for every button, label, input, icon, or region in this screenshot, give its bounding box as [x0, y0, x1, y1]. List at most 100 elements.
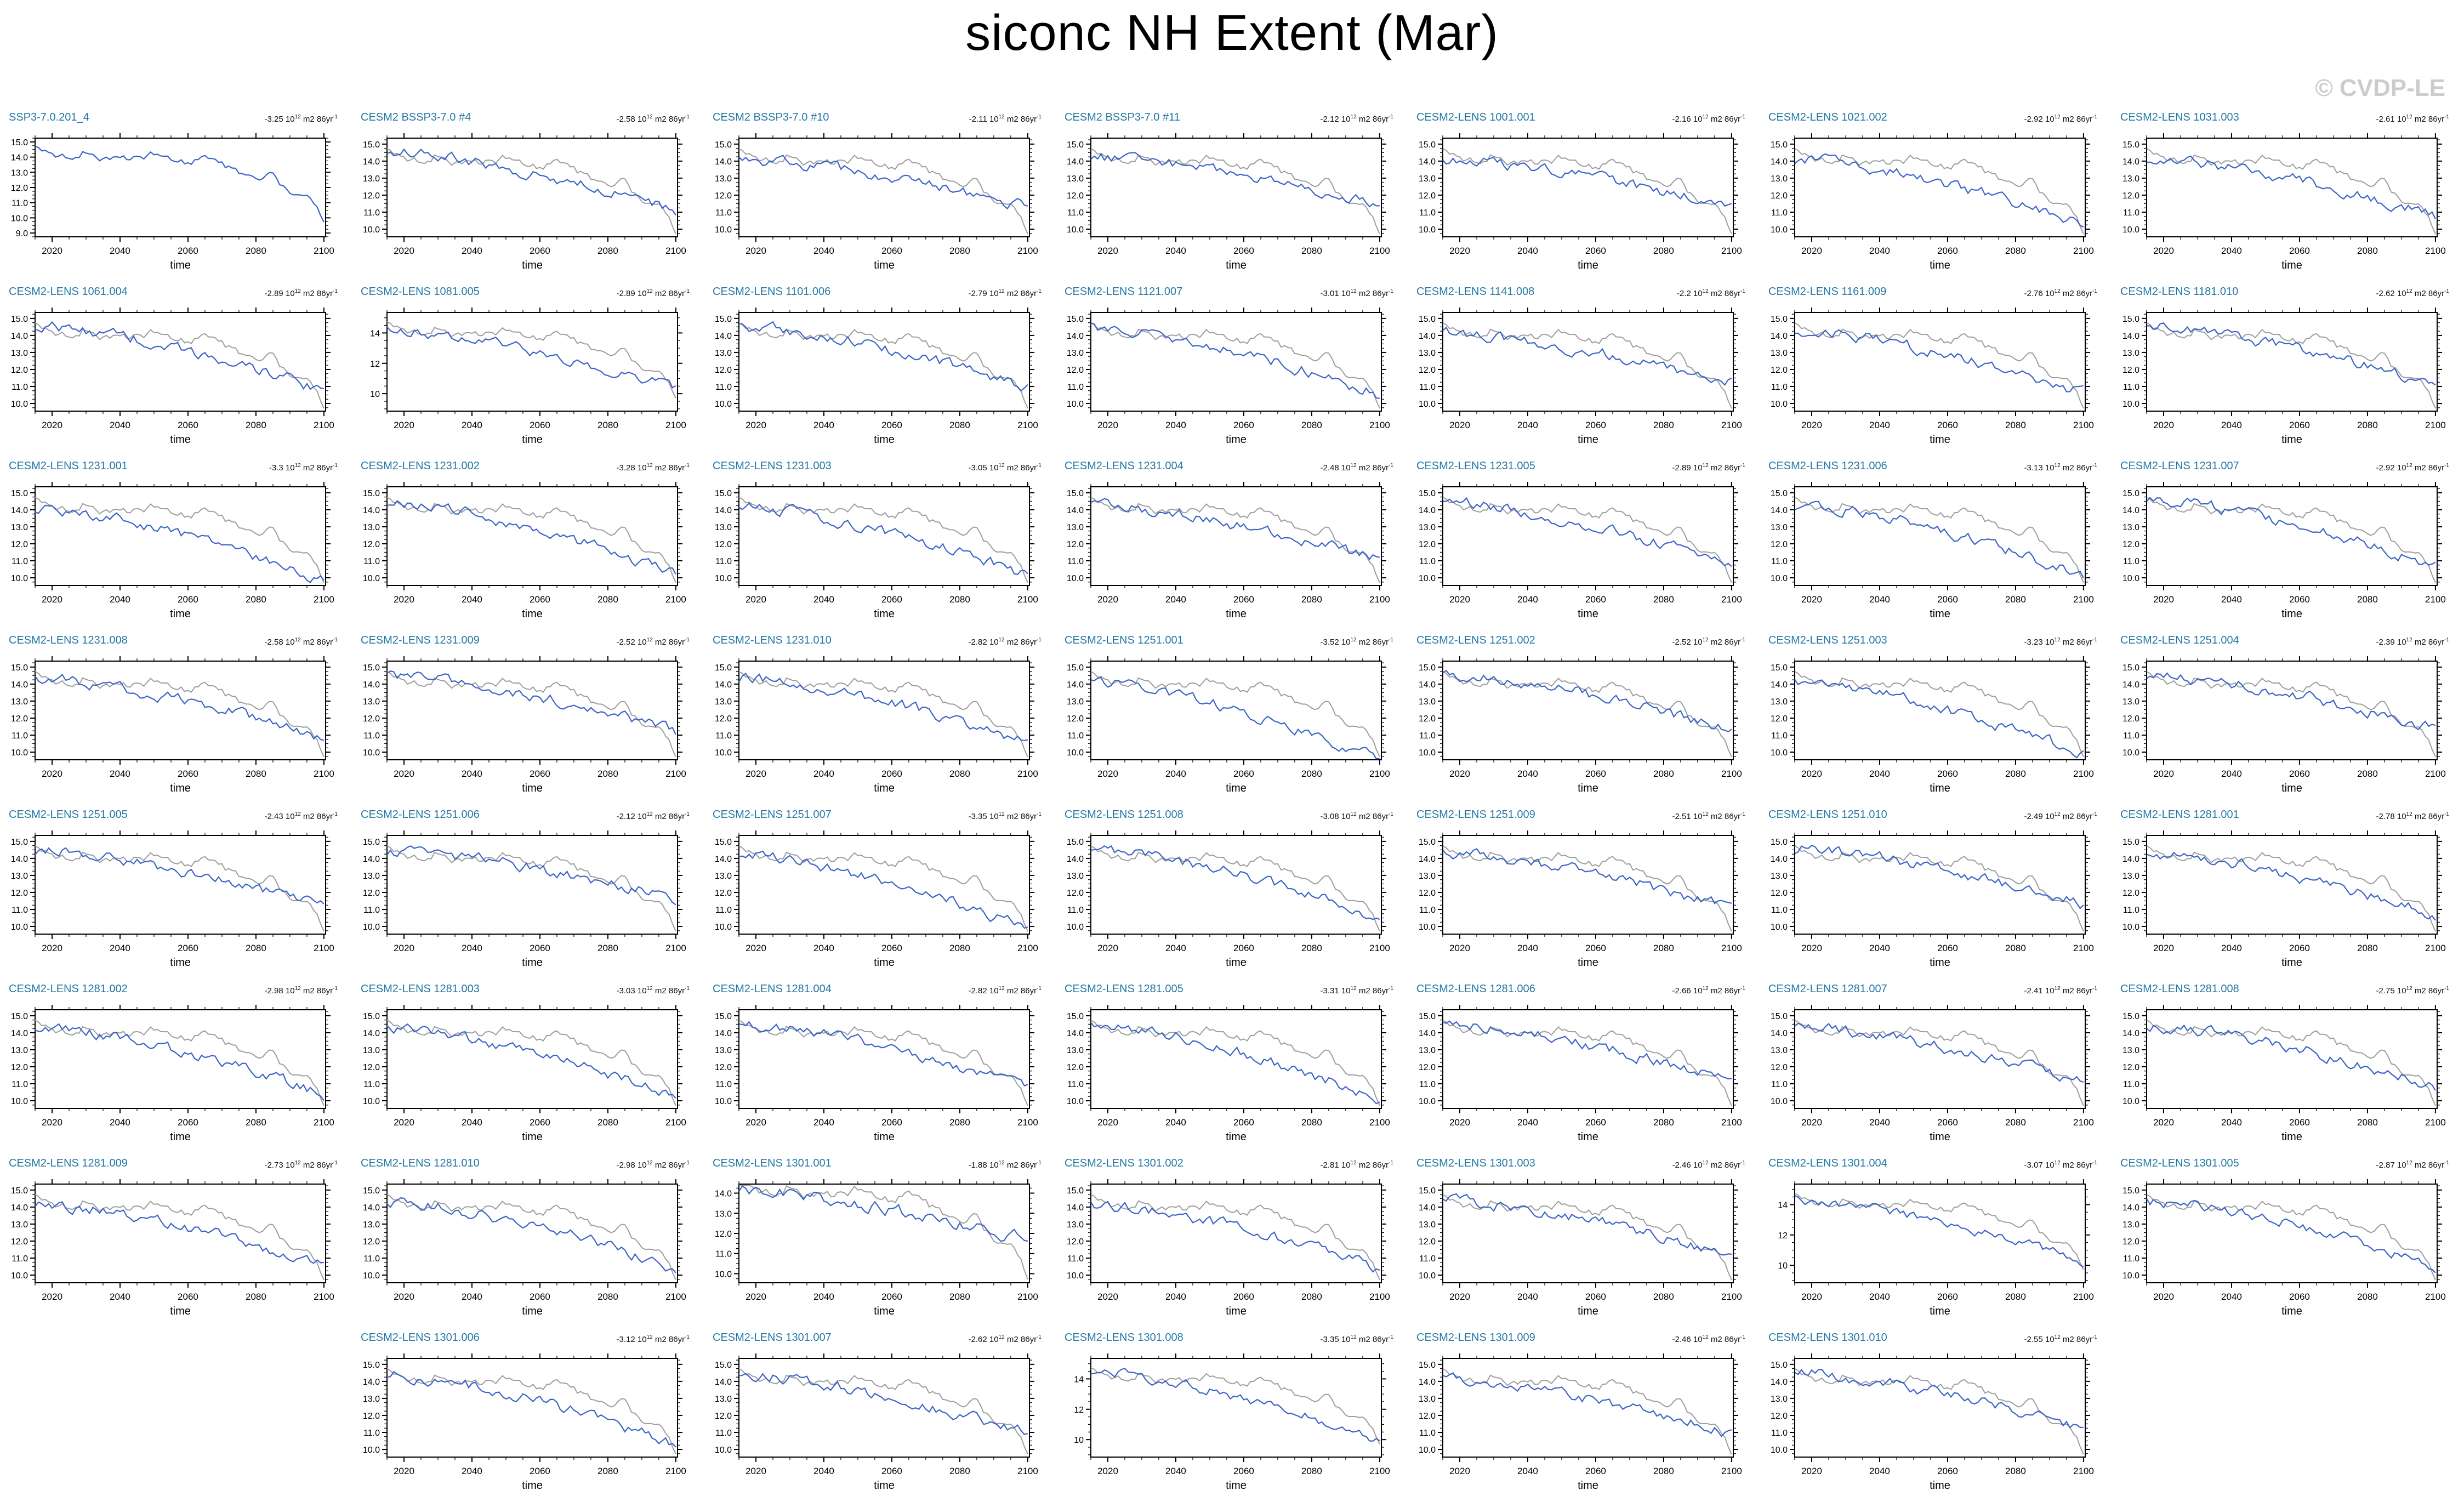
svg-text:12.0: 12.0 — [1419, 366, 1436, 375]
svg-text:2020: 2020 — [746, 420, 766, 430]
svg-text:12.0: 12.0 — [1771, 1063, 1788, 1072]
svg-text:14.0: 14.0 — [1067, 506, 1084, 515]
panel-title: CESM2-LENS 1251.005 — [9, 809, 128, 821]
panel-header: CESM2-LENS 1251.007-3.35 1012 m2 86yr-1 — [713, 807, 1042, 821]
svg-text:15.0: 15.0 — [2122, 315, 2139, 324]
svg-text:2040: 2040 — [110, 1292, 130, 1302]
svg-text:10.0: 10.0 — [11, 574, 28, 583]
svg-text:15.0: 15.0 — [715, 489, 732, 498]
svg-text:2020: 2020 — [42, 594, 62, 605]
panel-title: CESM2-LENS 1301.002 — [1065, 1157, 1183, 1170]
svg-text:14.0: 14.0 — [1771, 332, 1788, 341]
svg-text:2060: 2060 — [178, 1117, 198, 1128]
svg-text:2100: 2100 — [2073, 594, 2094, 605]
svg-text:13.0: 13.0 — [1067, 1220, 1084, 1230]
svg-text:2080: 2080 — [2005, 246, 2026, 256]
svg-text:14.0: 14.0 — [1419, 680, 1436, 690]
trend-value: -2.16 1012 m2 86yr-1 — [1672, 114, 1745, 124]
svg-text:10.0: 10.0 — [363, 574, 380, 583]
trend-value: -2.73 1012 m2 86yr-1 — [265, 1160, 338, 1170]
svg-text:12.0: 12.0 — [11, 1063, 28, 1072]
svg-text:15.0: 15.0 — [1067, 1012, 1084, 1021]
svg-text:12.0: 12.0 — [2122, 366, 2139, 375]
svg-text:2060: 2060 — [1233, 769, 1254, 779]
svg-text:2060: 2060 — [178, 943, 198, 953]
svg-text:15.0: 15.0 — [2122, 489, 2139, 498]
svg-text:13.0: 13.0 — [11, 697, 28, 707]
svg-text:11.0: 11.0 — [2123, 383, 2139, 392]
svg-text:2060: 2060 — [178, 246, 198, 256]
svg-text:14.0: 14.0 — [11, 332, 28, 341]
svg-text:10.0: 10.0 — [1771, 923, 1788, 932]
member-line — [1091, 1022, 1380, 1103]
panel-title: CESM2-LENS 1251.002 — [1416, 634, 1535, 647]
svg-text:2100: 2100 — [1721, 1292, 1742, 1302]
reference-line — [1795, 149, 2084, 234]
reference-line — [2147, 497, 2435, 583]
trend-value: -2.41 1012 m2 86yr-1 — [2024, 986, 2097, 996]
trend-value: -2.89 1012 m2 86yr-1 — [617, 288, 690, 298]
trend-value: -2.89 1012 m2 86yr-1 — [265, 288, 338, 298]
svg-text:10.0: 10.0 — [363, 923, 380, 932]
panel-title: CESM2-LENS 1061.004 — [9, 286, 128, 298]
svg-text:14.0: 14.0 — [715, 157, 732, 167]
svg-text:2040: 2040 — [462, 420, 482, 430]
member-line — [387, 327, 676, 388]
svg-text:10.0: 10.0 — [715, 225, 732, 235]
trend-value: -3.08 1012 m2 86yr-1 — [1321, 811, 1393, 821]
svg-text:2080: 2080 — [2005, 943, 2026, 953]
svg-text:15.0: 15.0 — [2122, 838, 2139, 847]
svg-text:15.0: 15.0 — [1419, 140, 1436, 150]
svg-text:2040: 2040 — [110, 769, 130, 779]
svg-text:14.0: 14.0 — [1419, 1203, 1436, 1213]
svg-text:12.0: 12.0 — [11, 366, 28, 375]
svg-text:2080: 2080 — [1653, 246, 1674, 256]
svg-text:2060: 2060 — [178, 420, 198, 430]
svg-text:10.0: 10.0 — [2122, 400, 2139, 409]
svg-text:2100: 2100 — [1017, 594, 1038, 605]
svg-text:13.0: 13.0 — [363, 872, 380, 881]
panel-title: CESM2 BSSP3-7.0 #4 — [361, 111, 471, 124]
panel-header: CESM2 BSSP3-7.0 #10-2.11 1012 m2 86yr-1 — [713, 110, 1042, 124]
reference-line — [2147, 323, 2435, 408]
svg-text:2060: 2060 — [1585, 1117, 1606, 1128]
page-title: siconc NH Extent (Mar) — [0, 4, 2464, 62]
member-line — [35, 146, 324, 222]
svg-text:11.0: 11.0 — [1419, 1080, 1436, 1089]
reference-line — [1091, 149, 1380, 234]
panel-title: CESM2-LENS 1251.006 — [361, 809, 480, 821]
reference-line — [1091, 1020, 1380, 1106]
svg-text:12.0: 12.0 — [715, 1063, 732, 1072]
svg-text:2040: 2040 — [1517, 1117, 1538, 1128]
member-line — [1795, 680, 2084, 758]
svg-text:2060: 2060 — [1937, 769, 1958, 779]
svg-text:12.0: 12.0 — [1067, 889, 1084, 898]
svg-text:2100: 2100 — [2425, 1117, 2446, 1128]
svg-text:11.0: 11.0 — [1067, 906, 1084, 915]
trend-value: -2.11 1012 m2 86yr-1 — [969, 114, 1042, 124]
svg-text:15.0: 15.0 — [11, 1186, 28, 1196]
svg-text:2100: 2100 — [2073, 420, 2094, 430]
svg-text:2100: 2100 — [2425, 420, 2446, 430]
svg-text:2060: 2060 — [2289, 1117, 2310, 1128]
svg-text:2060: 2060 — [1937, 594, 1958, 605]
svg-text:2100: 2100 — [1017, 420, 1038, 430]
svg-text:2040: 2040 — [110, 943, 130, 953]
svg-text:2080: 2080 — [1301, 594, 1322, 605]
svg-text:2060: 2060 — [881, 246, 902, 256]
svg-text:11.0: 11.0 — [363, 731, 380, 741]
panel-header: CESM2-LENS 1301.004-3.07 1012 m2 86yr-1 — [1768, 1156, 2097, 1170]
